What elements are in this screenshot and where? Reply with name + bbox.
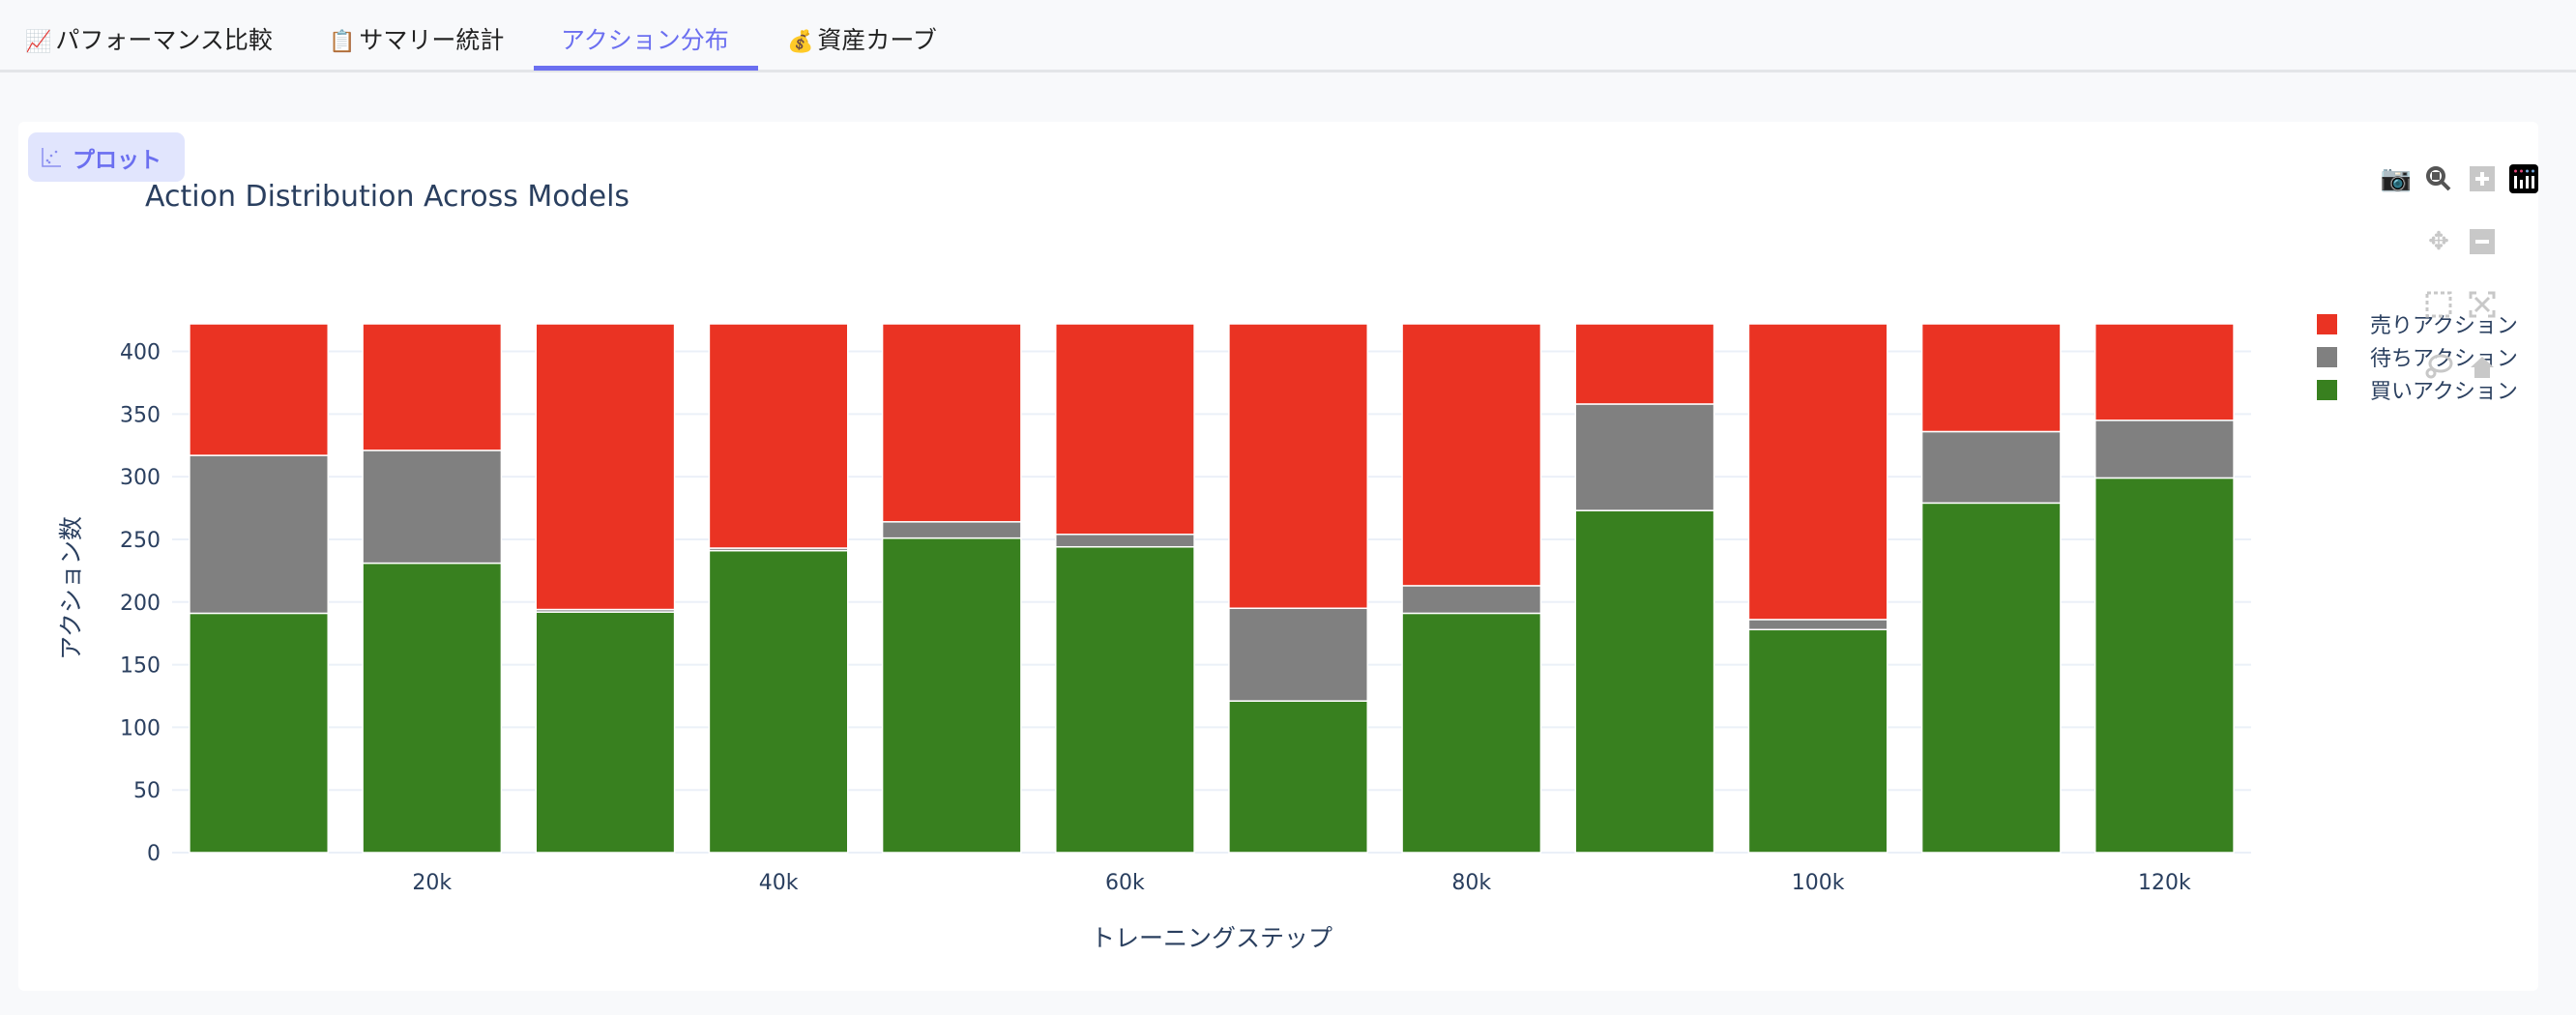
active-tab-indicator: [534, 66, 758, 71]
bar-segment: [1055, 545, 1195, 854]
x-axis-title: トレーニングステップ: [1091, 924, 1332, 952]
legend-swatch: [2317, 346, 2337, 367]
legend: 売りアクション 待ちアクション 買いアクション: [2317, 307, 2518, 406]
reset-axes-home-icon[interactable]: [2468, 353, 2497, 382]
y-tick-label: 200: [120, 592, 161, 616]
bar-segment: [1055, 323, 1195, 536]
y-axis-title: アクション数: [57, 516, 85, 660]
bar-segment: [1401, 323, 1542, 587]
y-tick-label: 150: [120, 654, 161, 679]
clipboard-icon: 📋: [329, 30, 356, 54]
bar-segment: [2094, 323, 2235, 421]
bar-segment: [1401, 585, 1542, 615]
chart-increasing-icon: 📈: [25, 30, 52, 54]
bar-segment: [881, 521, 1022, 539]
tab-equity-curve[interactable]: 💰 資産カーブ: [787, 21, 937, 56]
tab-action-distribution[interactable]: アクション分布: [561, 21, 729, 56]
bar-segment: [189, 323, 329, 456]
legend-item-sell[interactable]: 売りアクション: [2317, 307, 2518, 340]
y-tick-label: 300: [120, 466, 161, 490]
camera-icon[interactable]: 📷: [2380, 164, 2413, 193]
zoom-icon[interactable]: [2424, 164, 2453, 193]
autoscale-icon[interactable]: [2468, 290, 2497, 319]
bar-segment: [708, 323, 849, 549]
bar-segment: [1574, 403, 1715, 511]
y-tick-label: 50: [133, 779, 161, 803]
zoom-out-icon[interactable]: [2468, 227, 2497, 256]
bar-segment: [535, 611, 676, 854]
x-tick-label: 120k: [2138, 871, 2191, 895]
bar-segment: [2094, 477, 2235, 854]
bar-segment: [362, 562, 503, 854]
y-tick-label: 0: [147, 842, 161, 866]
plotly-logo-icon[interactable]: [2509, 164, 2538, 193]
box-select-icon[interactable]: [2424, 290, 2453, 319]
bar-segment: [1747, 619, 1888, 631]
bar-segment: [1401, 612, 1542, 854]
bar-segment: [1228, 700, 1368, 854]
legend-swatch: [2317, 313, 2337, 334]
y-tick-label: 250: [120, 529, 161, 553]
x-tick-label: 60k: [1105, 871, 1145, 895]
bar-segment: [1055, 534, 1195, 548]
legend-label: 買いアクション: [2370, 380, 2518, 404]
bar-segment: [1574, 323, 1715, 405]
x-tick-label: 40k: [759, 871, 799, 895]
y-tick-label: 400: [120, 341, 161, 365]
bar-segment: [1574, 509, 1715, 854]
tab-label: 資産カーブ: [817, 26, 937, 54]
x-tick-label: 20k: [412, 871, 452, 895]
bar-segment: [189, 454, 329, 615]
legend-label: 売りアクション: [2370, 314, 2518, 338]
money-bag-icon: 💰: [787, 30, 814, 54]
y-tick-label: 350: [120, 403, 161, 427]
scatter-chart-icon: [42, 147, 61, 167]
bar-segment: [1747, 323, 1888, 621]
bar-segment: [708, 549, 849, 854]
bar-segment: [362, 450, 503, 565]
lasso-icon[interactable]: [2424, 353, 2453, 382]
bar-segment: [1920, 430, 2062, 505]
x-tick-label: 80k: [1451, 871, 1491, 895]
bar-segment: [2094, 420, 2235, 479]
tab-label: パフォーマンス比較: [55, 26, 273, 54]
bar-segment: [1228, 323, 1368, 609]
zoom-in-icon[interactable]: [2468, 164, 2497, 193]
bar-segment: [362, 323, 503, 451]
chart-title: Action Distribution Across Models: [145, 180, 630, 214]
tab-performance-comparison[interactable]: 📈 パフォーマンス比較: [25, 21, 273, 56]
bar-segment: [881, 323, 1022, 523]
tab-bar: 📈 パフォーマンス比較 📋 サマリー統計 アクション分布 💰 資産カーブ: [0, 0, 2576, 72]
y-tick-label: 100: [120, 716, 161, 740]
plot-badge[interactable]: プロット: [28, 132, 185, 182]
bar-segment: [1228, 607, 1368, 702]
bar-segment: [189, 612, 329, 854]
bar-segment: [1747, 628, 1888, 854]
tab-summary-statistics[interactable]: 📋 サマリー統計: [329, 21, 504, 56]
bar-segment: [1920, 502, 2062, 854]
bar-segment: [881, 536, 1022, 854]
plot-badge-label: プロット: [73, 147, 161, 173]
tab-label: サマリー統計: [359, 26, 505, 54]
x-tick-label: 100k: [1792, 871, 1845, 895]
bar-segment: [1920, 323, 2062, 433]
bar-segment: [535, 323, 676, 611]
legend-item-buy[interactable]: 買いアクション: [2317, 373, 2518, 406]
tab-label: アクション分布: [561, 26, 729, 54]
pan-icon[interactable]: ✥: [2428, 227, 2449, 256]
legend-swatch: [2317, 379, 2337, 400]
